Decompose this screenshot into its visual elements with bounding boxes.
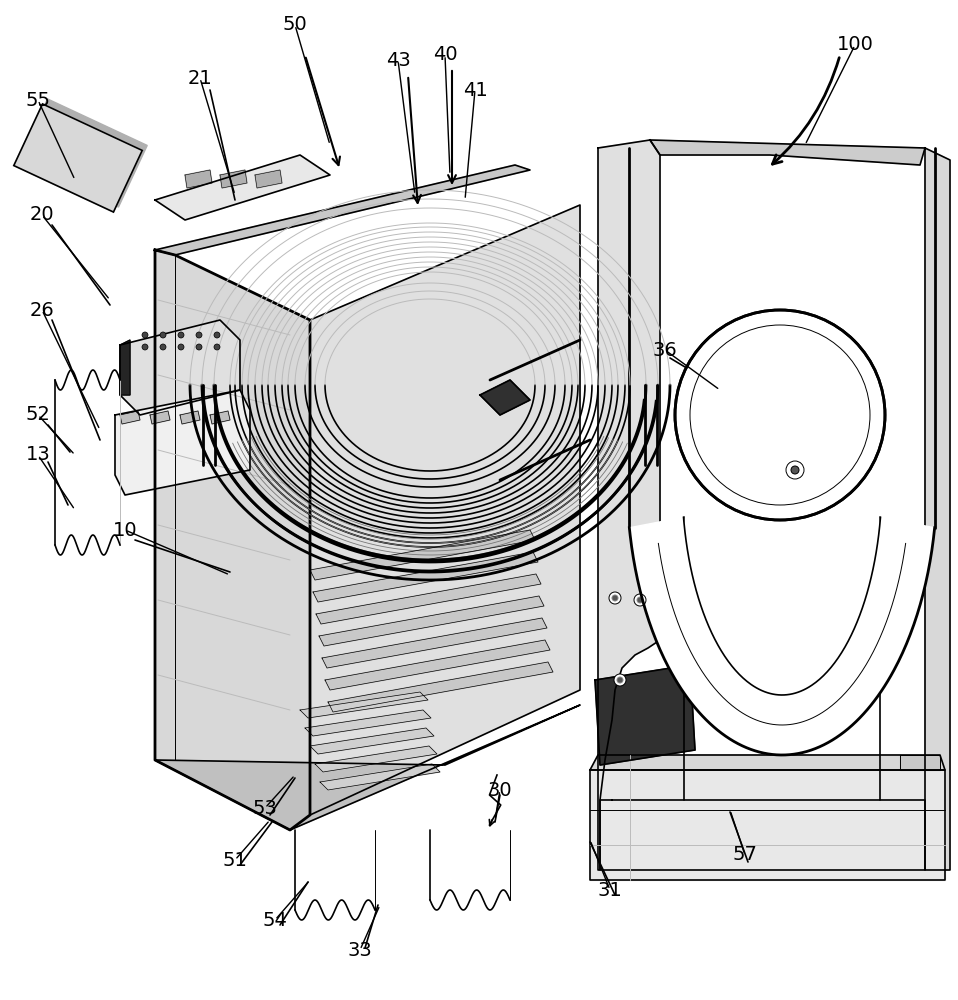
Polygon shape bbox=[325, 640, 550, 690]
Text: 36: 36 bbox=[652, 340, 677, 360]
Polygon shape bbox=[319, 596, 544, 646]
Text: 50: 50 bbox=[283, 15, 308, 34]
Circle shape bbox=[634, 594, 646, 606]
Polygon shape bbox=[120, 340, 130, 395]
Text: 51: 51 bbox=[222, 850, 247, 869]
Polygon shape bbox=[590, 770, 945, 880]
Polygon shape bbox=[925, 148, 950, 870]
Polygon shape bbox=[120, 411, 140, 424]
Polygon shape bbox=[185, 170, 212, 188]
Polygon shape bbox=[315, 746, 437, 772]
Polygon shape bbox=[155, 705, 580, 830]
Circle shape bbox=[612, 595, 618, 601]
Circle shape bbox=[214, 344, 220, 350]
Polygon shape bbox=[480, 380, 530, 415]
Circle shape bbox=[178, 344, 184, 350]
Circle shape bbox=[609, 592, 621, 604]
Text: 21: 21 bbox=[188, 68, 213, 88]
Circle shape bbox=[142, 332, 148, 338]
Polygon shape bbox=[310, 205, 580, 815]
Polygon shape bbox=[600, 800, 925, 870]
Polygon shape bbox=[155, 250, 310, 830]
Polygon shape bbox=[322, 618, 547, 668]
Polygon shape bbox=[300, 692, 428, 718]
Polygon shape bbox=[180, 411, 200, 424]
Circle shape bbox=[142, 344, 148, 350]
Text: 54: 54 bbox=[262, 910, 287, 930]
Polygon shape bbox=[316, 574, 541, 624]
Polygon shape bbox=[220, 170, 247, 188]
Polygon shape bbox=[310, 530, 535, 580]
Polygon shape bbox=[255, 170, 282, 188]
Text: 53: 53 bbox=[253, 798, 278, 818]
Text: 30: 30 bbox=[488, 780, 513, 800]
Polygon shape bbox=[120, 320, 240, 415]
Polygon shape bbox=[115, 390, 250, 495]
Polygon shape bbox=[13, 104, 142, 212]
Polygon shape bbox=[725, 360, 780, 460]
Polygon shape bbox=[155, 155, 330, 220]
Circle shape bbox=[637, 597, 643, 603]
Polygon shape bbox=[629, 517, 935, 755]
Circle shape bbox=[196, 344, 202, 350]
Circle shape bbox=[196, 332, 202, 338]
Polygon shape bbox=[155, 165, 530, 255]
Circle shape bbox=[614, 674, 626, 686]
Circle shape bbox=[675, 310, 885, 520]
Circle shape bbox=[160, 344, 166, 350]
Polygon shape bbox=[760, 325, 808, 382]
Polygon shape bbox=[650, 140, 925, 165]
Polygon shape bbox=[598, 140, 660, 870]
Text: 13: 13 bbox=[26, 446, 51, 464]
Circle shape bbox=[214, 332, 220, 338]
Circle shape bbox=[617, 677, 623, 683]
Text: 26: 26 bbox=[30, 300, 55, 320]
Polygon shape bbox=[313, 552, 538, 602]
Polygon shape bbox=[595, 665, 695, 765]
Text: 33: 33 bbox=[348, 940, 373, 960]
Text: 20: 20 bbox=[30, 206, 55, 225]
Text: 43: 43 bbox=[386, 50, 410, 70]
Polygon shape bbox=[19, 99, 148, 207]
Polygon shape bbox=[210, 411, 230, 424]
Polygon shape bbox=[328, 662, 553, 712]
Polygon shape bbox=[310, 728, 434, 754]
Polygon shape bbox=[320, 764, 440, 790]
Polygon shape bbox=[590, 755, 945, 770]
Circle shape bbox=[178, 332, 184, 338]
Text: 57: 57 bbox=[733, 846, 758, 864]
Text: 41: 41 bbox=[463, 81, 488, 100]
Polygon shape bbox=[305, 710, 431, 736]
Circle shape bbox=[160, 332, 166, 338]
Text: 100: 100 bbox=[836, 35, 874, 54]
Polygon shape bbox=[150, 411, 170, 424]
Text: 55: 55 bbox=[26, 91, 51, 109]
Text: 40: 40 bbox=[433, 45, 457, 64]
Text: 10: 10 bbox=[113, 520, 137, 540]
Circle shape bbox=[791, 466, 799, 474]
Text: 52: 52 bbox=[26, 406, 51, 424]
Text: 31: 31 bbox=[598, 880, 623, 900]
Polygon shape bbox=[900, 755, 940, 770]
